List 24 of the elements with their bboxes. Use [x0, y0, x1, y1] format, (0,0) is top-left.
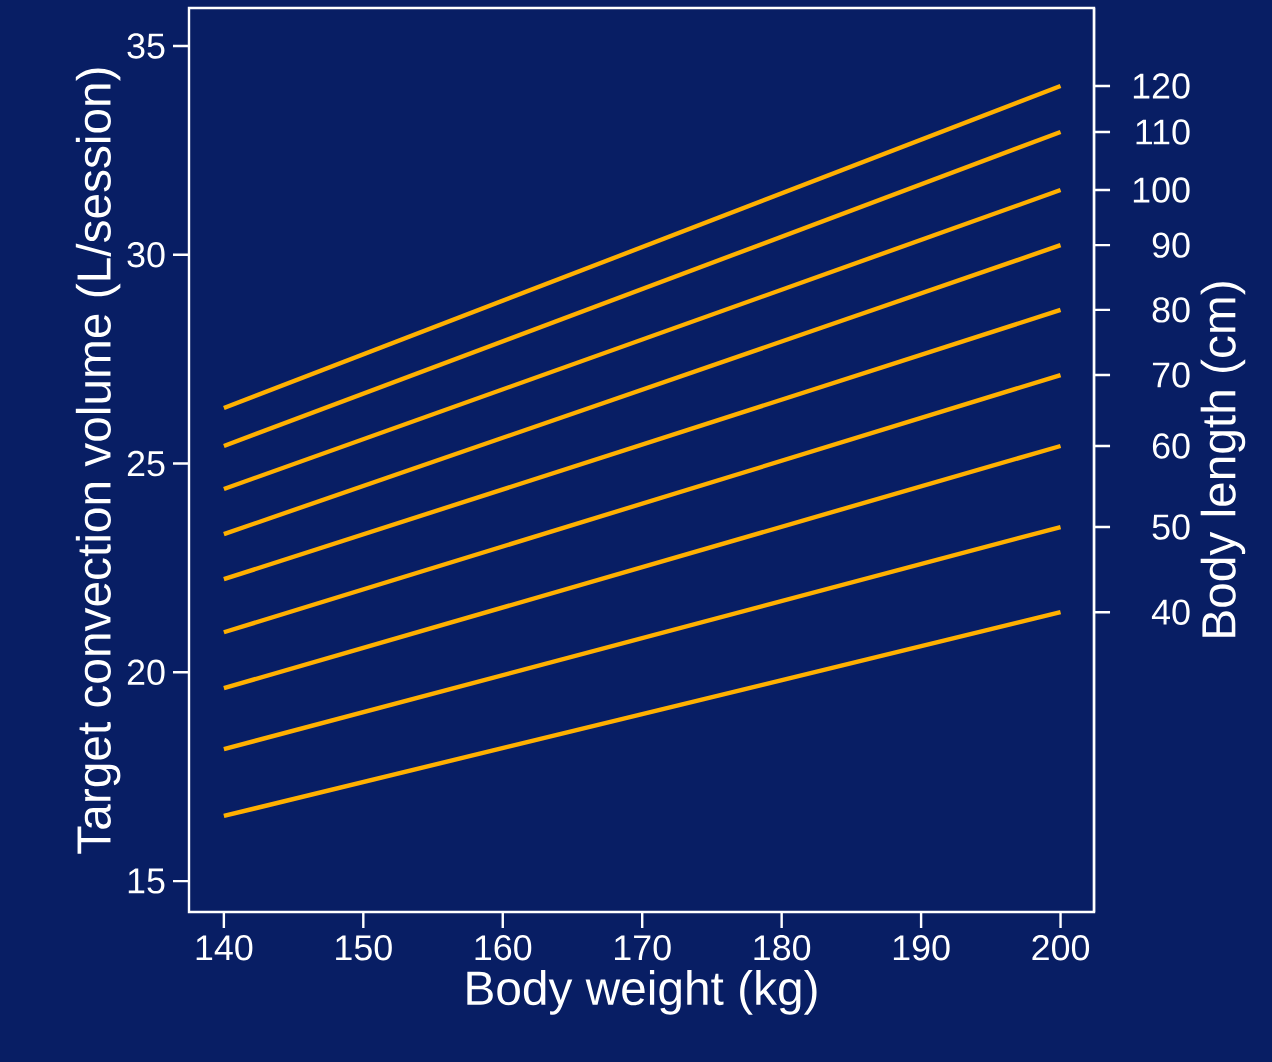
- x-tick-label: 170: [615, 935, 671, 961]
- y2-axis-title: Body length (cm): [1200, 282, 1246, 637]
- x-tick-label: 140: [196, 935, 253, 961]
- text: 40: [1151, 599, 1190, 625]
- text: 100: [1133, 177, 1190, 203]
- text: 90: [1152, 232, 1190, 258]
- y-axis-title: Target convection volume (L/session): [75, 68, 121, 854]
- text: 80: [1152, 297, 1190, 323]
- y-tick-label: 35: [127, 33, 165, 59]
- y-tick-label: 15: [128, 868, 165, 894]
- x-tick-label: 160: [475, 935, 532, 961]
- y-tick-label: 20: [127, 659, 165, 686]
- x-tick-label: 200: [1032, 935, 1090, 961]
- x-tick-label: 180: [754, 935, 811, 961]
- y-tick-label: 25: [127, 450, 165, 477]
- x-tick-label: 150: [336, 935, 392, 961]
- y-tick-label: 30: [127, 242, 165, 268]
- text: 50: [1152, 514, 1190, 540]
- x-tick-label: 190: [893, 935, 950, 961]
- text: 110: [1136, 119, 1190, 145]
- text: 70: [1152, 362, 1190, 388]
- text: 120: [1133, 73, 1190, 99]
- text: 60: [1152, 433, 1190, 459]
- x-axis-title: Body weight (kg): [467, 970, 817, 1015]
